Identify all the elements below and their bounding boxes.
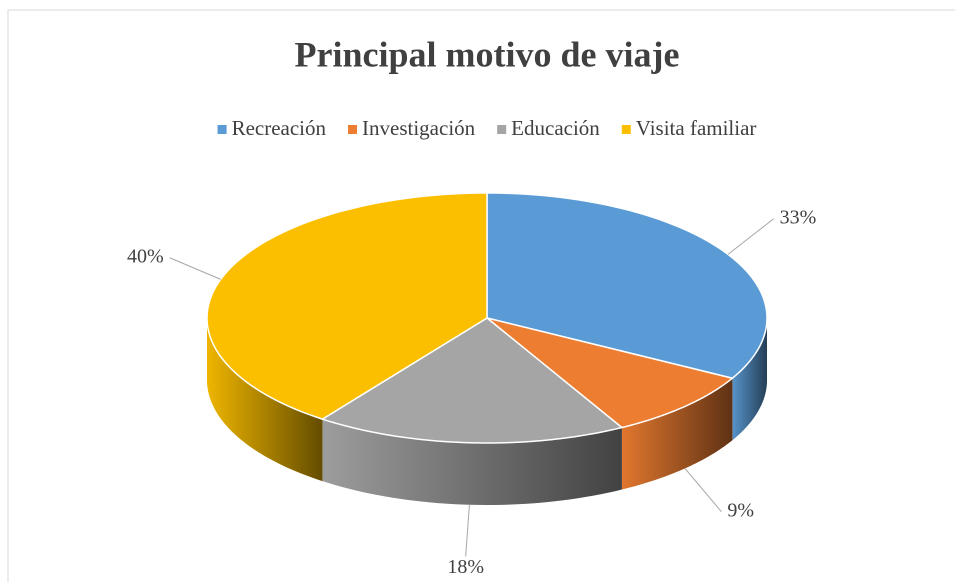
data-label: 9% — [727, 499, 754, 521]
data-label: 40% — [127, 245, 164, 267]
chart-border — [7, 9, 955, 582]
legend-marker — [497, 125, 507, 134]
legend-marker — [217, 125, 227, 134]
chart-title: Principal motivo de viaje — [295, 34, 680, 74]
data-label: 33% — [780, 206, 817, 228]
leader-line — [465, 504, 470, 557]
data-label: 18% — [447, 556, 484, 578]
slice-side-shade — [732, 318, 767, 441]
legend-label: Educación — [511, 116, 600, 140]
slice — [320, 317, 624, 444]
leader-line — [169, 257, 221, 280]
legend-marker — [348, 125, 358, 134]
legend-label: Investigación — [362, 116, 476, 140]
slice-side-shade — [207, 318, 323, 482]
leader-line — [727, 218, 774, 255]
slice — [486, 317, 735, 429]
legend-marker — [621, 125, 631, 134]
legend-label: Visita familiar — [636, 116, 757, 140]
legend-label: Recreación — [232, 116, 327, 140]
leader-line — [684, 468, 722, 513]
slice-side-shade — [621, 378, 733, 490]
